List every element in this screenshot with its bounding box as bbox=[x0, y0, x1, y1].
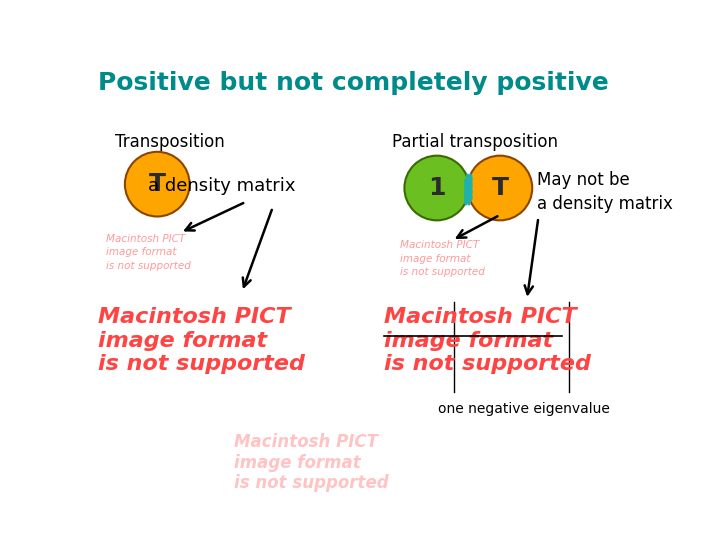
Text: Macintosh PICT
image format
is not supported: Macintosh PICT image format is not suppo… bbox=[400, 240, 485, 277]
Ellipse shape bbox=[125, 152, 189, 217]
Ellipse shape bbox=[467, 156, 532, 220]
Text: one negative eigenvalue: one negative eigenvalue bbox=[438, 402, 610, 416]
Text: Partial transposition: Partial transposition bbox=[392, 132, 558, 151]
Text: T: T bbox=[149, 172, 166, 196]
Text: May not be
a density matrix: May not be a density matrix bbox=[537, 171, 672, 213]
Text: Transposition: Transposition bbox=[115, 132, 225, 151]
Text: a density matrix: a density matrix bbox=[148, 178, 296, 195]
Text: Macintosh PICT
image format
is not supported: Macintosh PICT image format is not suppo… bbox=[106, 234, 191, 271]
Text: 1: 1 bbox=[428, 176, 446, 200]
Text: Macintosh PICT
image format
is not supported: Macintosh PICT image format is not suppo… bbox=[98, 307, 305, 374]
Text: Macintosh PICT
image format
is not supported: Macintosh PICT image format is not suppo… bbox=[234, 433, 389, 492]
Ellipse shape bbox=[405, 156, 469, 220]
Text: Positive but not completely positive: Positive but not completely positive bbox=[98, 71, 608, 95]
Text: T: T bbox=[492, 176, 508, 200]
Text: Macintosh PICT
image format
is not supported: Macintosh PICT image format is not suppo… bbox=[384, 307, 591, 374]
